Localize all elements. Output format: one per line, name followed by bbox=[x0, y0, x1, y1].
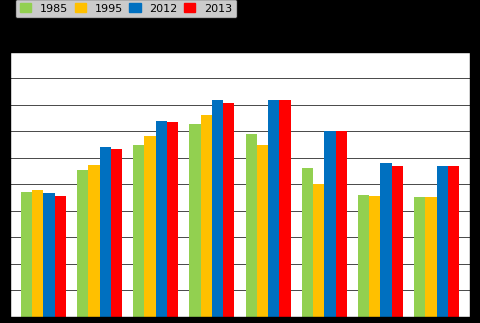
Bar bbox=[201, 115, 212, 317]
Bar bbox=[156, 120, 167, 317]
Bar bbox=[425, 197, 437, 317]
Bar bbox=[190, 124, 201, 317]
Bar bbox=[167, 121, 178, 317]
Bar bbox=[279, 100, 290, 317]
Bar bbox=[55, 196, 66, 317]
Bar bbox=[268, 100, 279, 317]
Bar bbox=[246, 134, 257, 317]
Bar bbox=[223, 102, 234, 317]
Bar bbox=[392, 166, 403, 317]
Bar bbox=[144, 136, 156, 317]
Bar bbox=[414, 197, 425, 317]
Bar bbox=[99, 147, 111, 317]
Bar bbox=[212, 100, 223, 317]
Bar bbox=[88, 165, 99, 317]
Bar bbox=[302, 168, 313, 317]
Bar bbox=[336, 131, 347, 317]
Bar bbox=[437, 166, 448, 317]
Bar bbox=[133, 145, 144, 317]
Bar bbox=[448, 166, 459, 317]
Bar bbox=[369, 196, 381, 317]
Bar bbox=[111, 149, 122, 317]
Legend: 1985, 1995, 2012, 2013: 1985, 1995, 2012, 2013 bbox=[15, 0, 237, 18]
Bar bbox=[77, 170, 88, 317]
Bar bbox=[21, 192, 32, 317]
Bar bbox=[381, 163, 392, 317]
Bar bbox=[324, 131, 336, 317]
Bar bbox=[257, 145, 268, 317]
Bar bbox=[358, 195, 369, 317]
Bar bbox=[32, 191, 43, 317]
Bar bbox=[313, 184, 324, 317]
Bar bbox=[43, 193, 55, 317]
